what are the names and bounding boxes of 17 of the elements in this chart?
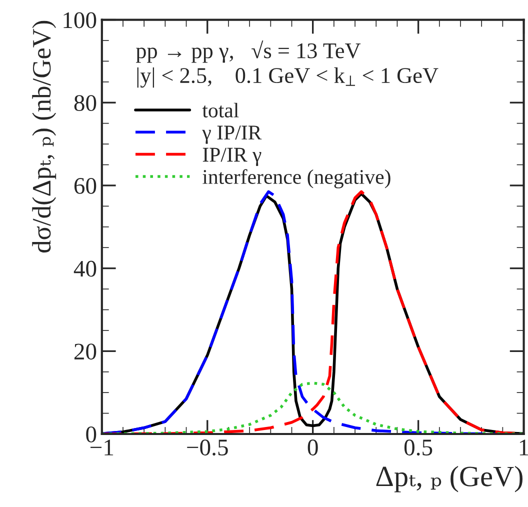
- annotation: pp → pp γ, √s = 13 TeV: [136, 40, 361, 63]
- x-tick-label: 0: [308, 440, 318, 456]
- x-axis-title: Δpₜ, ₚ (GeV): [376, 466, 522, 492]
- y-tick-label: 100: [64, 12, 96, 28]
- annotation: |y| < 2.5, 0.1 GeV < k$_{⊥}$ < 1 GeV: [137, 67, 438, 88]
- x-tick-label: −0.5: [187, 440, 228, 456]
- legend-label: interference (negative): [202, 169, 390, 188]
- legend-label: IP/IR γ: [202, 148, 262, 166]
- y-tick-label: 60: [74, 178, 96, 194]
- legend-label: γ IP/IR: [202, 126, 262, 144]
- x-tick-label: 1: [520, 440, 528, 456]
- y-tick-label: 40: [74, 260, 96, 277]
- y-tick-label: 80: [74, 95, 96, 112]
- y-axis-title: dσ/d(Δpₜ, ₚ) (nb/GeV): [32, 20, 56, 252]
- y-tick-label: 20: [74, 344, 96, 360]
- legend-label: total: [202, 102, 239, 118]
- x-tick-label: 0.5: [404, 440, 432, 456]
